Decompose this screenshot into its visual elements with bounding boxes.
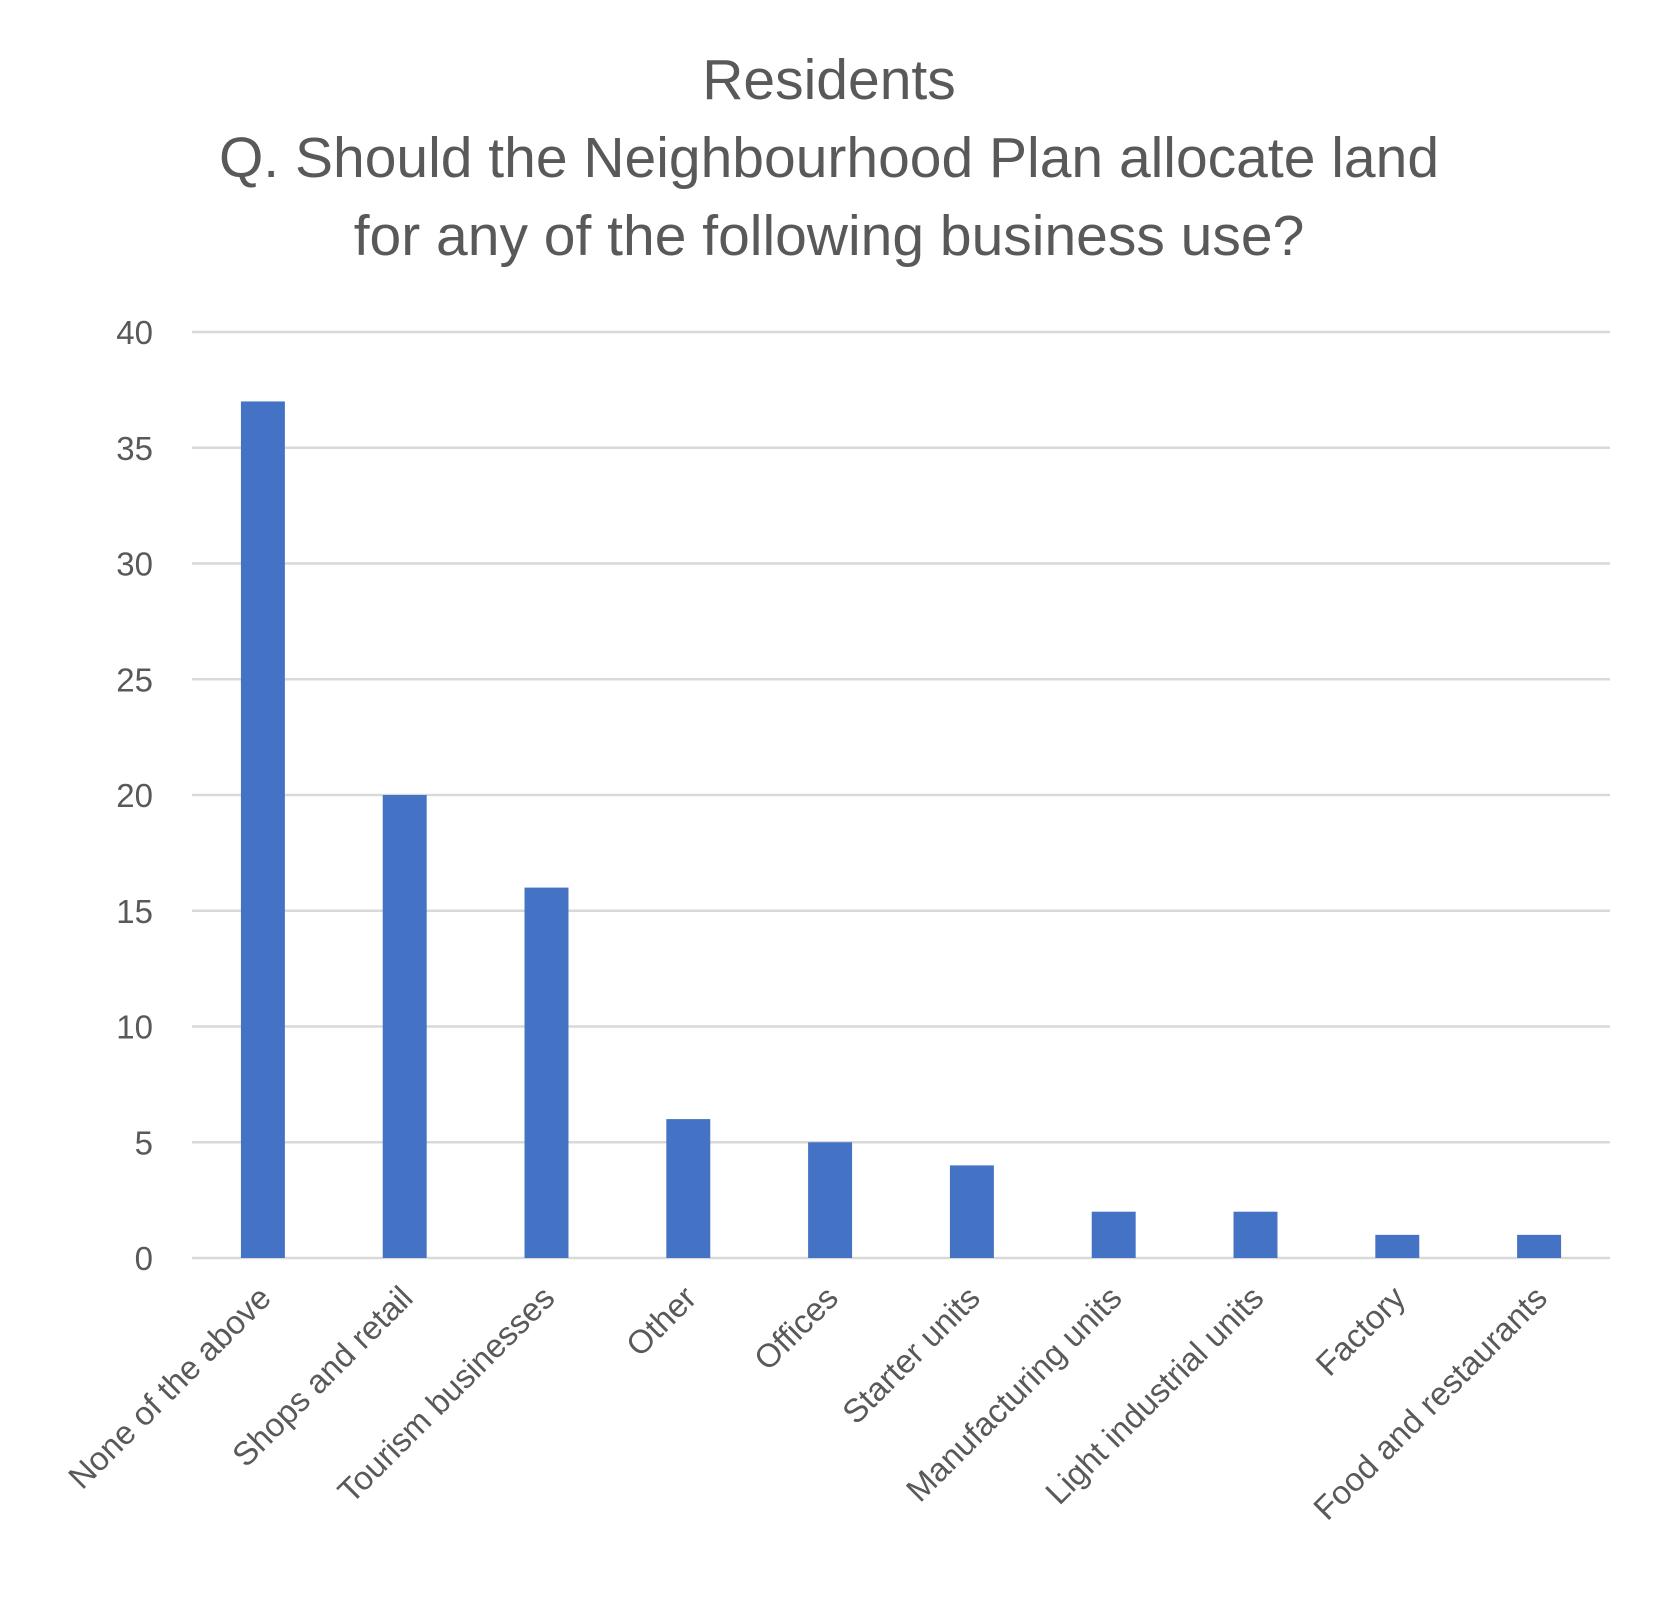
bar [240,401,285,1258]
y-tick-label: 0 [135,1240,153,1277]
chart-title-line-1: Residents [702,48,955,112]
bar [666,1119,711,1258]
chart-title: Residents Q. Should the Neighbourhood Pl… [219,48,1439,268]
bar [1375,1234,1420,1258]
y-tick-label: 40 [116,314,153,351]
chart-title-line-2: Q. Should the Neighbourhood Plan allocat… [219,126,1439,190]
bar [1233,1211,1278,1258]
gridlines [192,330,1610,1260]
bar [524,887,569,1258]
x-tick-label: Factory [1308,1278,1412,1382]
x-tick-label: Food and restaurants [1306,1279,1554,1527]
y-axis-tick-labels: 0 5 10 15 20 25 30 35 40 [116,314,153,1277]
y-tick-label: 5 [135,1124,153,1161]
y-tick-label: 30 [116,546,153,583]
bar [382,795,427,1258]
bar [1091,1211,1136,1258]
bar [949,1165,994,1258]
x-tick-label: Starter units [835,1279,987,1431]
x-tick-label: Other [619,1279,704,1364]
bar [1517,1234,1562,1258]
y-tick-label: 25 [116,661,153,698]
bars [240,401,1562,1258]
y-tick-label: 15 [116,893,153,930]
x-tick-label: Offices [747,1279,845,1377]
bar [808,1142,853,1258]
y-tick-label: 35 [116,430,153,467]
y-tick-label: 20 [116,777,153,814]
y-tick-label: 10 [116,1009,153,1046]
chart-title-line-3: for any of the following business use? [354,204,1305,268]
